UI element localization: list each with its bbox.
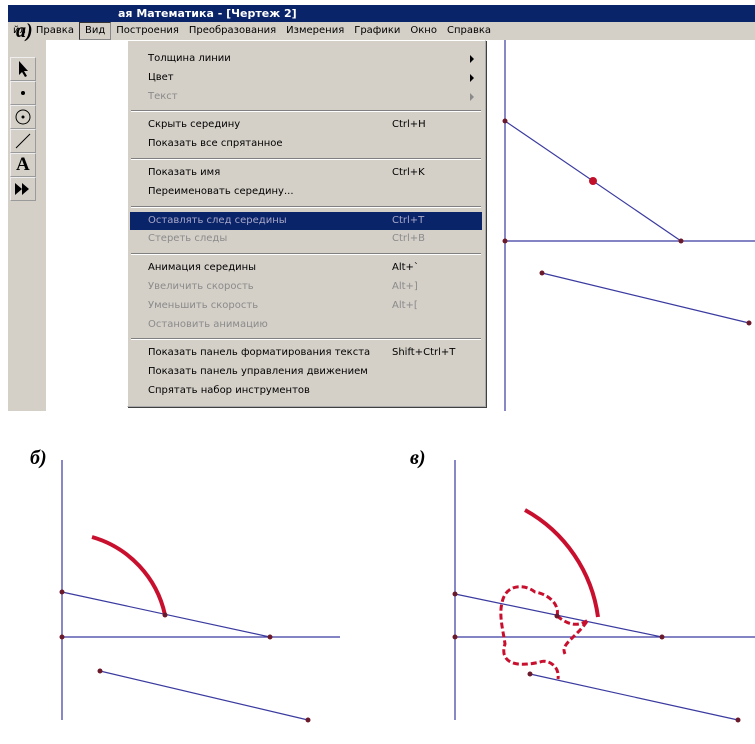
figure-label: а) xyxy=(16,20,33,43)
dropdown-item: Стереть следы Ctrl+B xyxy=(130,230,482,248)
menu-separator xyxy=(131,338,481,340)
point xyxy=(60,635,65,640)
menu-item[interactable]: Построения xyxy=(111,22,184,40)
item-label: Цвет xyxy=(148,69,174,87)
item-shortcut: Alt+[ xyxy=(392,297,418,315)
item-label: Показать панель форматирования текста xyxy=(148,344,370,362)
item-label: Уменьшить скорость xyxy=(148,297,258,315)
point xyxy=(60,590,65,595)
point xyxy=(555,614,560,619)
dropdown-item[interactable]: Скрыть середину Ctrl+H xyxy=(130,116,482,134)
custom-tool[interactable] xyxy=(10,177,36,201)
point xyxy=(453,635,458,640)
point xyxy=(453,592,458,597)
page: ая Математика - [Чертеж 2] йлПравкаВидПо… xyxy=(0,0,755,744)
menu-item[interactable]: Окно xyxy=(405,22,442,40)
dropdown-item: Текст xyxy=(130,88,482,106)
toolbar: A xyxy=(10,57,40,201)
menu-item[interactable]: Правка xyxy=(31,22,79,40)
point xyxy=(540,271,545,276)
menu-item[interactable]: Графики xyxy=(349,22,405,40)
menu-separator xyxy=(131,158,481,160)
item-label: Переименовать середину... xyxy=(148,183,294,201)
dropdown-item[interactable]: Переименовать середину... xyxy=(130,183,482,201)
item-label: Показать имя xyxy=(148,164,220,182)
dropdown-item[interactable]: Оставлять след середины Ctrl+T xyxy=(130,212,482,230)
title-bar: ая Математика - [Чертеж 2] xyxy=(8,5,755,22)
panels xyxy=(0,444,755,744)
item-shortcut: Ctrl+B xyxy=(392,230,425,248)
segment xyxy=(542,273,749,323)
midpoint xyxy=(589,177,597,185)
dropdown-item[interactable]: Показать все спрятанное xyxy=(130,135,482,153)
point xyxy=(747,321,752,326)
point xyxy=(679,239,684,244)
segment xyxy=(530,674,738,720)
dropdown-item: Остановить анимацию xyxy=(130,316,482,334)
point xyxy=(736,718,741,723)
trace-arc xyxy=(92,537,165,615)
item-label: Анимация середины xyxy=(148,259,256,277)
point-tool[interactable] xyxy=(10,81,36,105)
item-label: Стереть следы xyxy=(148,230,227,248)
item-label: Текст xyxy=(148,88,178,106)
item-shortcut: Ctrl+T xyxy=(392,212,424,230)
menu-item[interactable]: Измерения xyxy=(281,22,349,40)
dropdown-item: Уменьшить скорость Alt+[ xyxy=(130,297,482,315)
point xyxy=(306,718,311,723)
dropdown-item: Увеличить скорость Alt+] xyxy=(130,278,482,296)
dropdown-item[interactable]: Спрятать набор инструментов xyxy=(130,382,482,400)
trace-path xyxy=(501,587,588,679)
submenu-arrow xyxy=(470,93,474,101)
item-label: Толщина линии xyxy=(148,50,231,68)
item-shortcut: Alt+` xyxy=(392,259,419,277)
dropdown-item[interactable]: Толщина линии xyxy=(130,50,482,68)
menu-separator xyxy=(131,206,481,208)
item-label: Показать панель управления движением xyxy=(148,363,368,381)
point xyxy=(503,119,508,124)
point xyxy=(98,669,103,674)
item-label: Скрыть середину xyxy=(148,116,240,134)
menu-item[interactable]: Справка xyxy=(442,22,496,40)
arrow-tool[interactable] xyxy=(10,57,36,81)
text-tool-icon: A xyxy=(16,154,30,176)
dropdown-item[interactable]: Анимация середины Alt+` xyxy=(130,259,482,277)
menu-separator xyxy=(131,110,481,112)
item-label: Оставлять след середины xyxy=(148,212,287,230)
line-tool[interactable] xyxy=(10,129,36,153)
item-shortcut: Shift+Ctrl+T xyxy=(392,344,455,362)
item-label: Увеличить скорость xyxy=(148,278,254,296)
menu-separator xyxy=(131,253,481,255)
submenu-arrow xyxy=(470,55,474,63)
menu-item[interactable]: Вид xyxy=(79,22,111,40)
text-tool[interactable]: A xyxy=(10,153,36,177)
dropdown-item[interactable]: Цвет xyxy=(130,69,482,87)
point xyxy=(268,635,273,640)
item-shortcut: Alt+] xyxy=(392,278,418,296)
compass-tool[interactable] xyxy=(10,105,36,129)
point xyxy=(660,635,665,640)
item-shortcut: Ctrl+H xyxy=(392,116,426,134)
item-label: Остановить анимацию xyxy=(148,316,268,334)
menu-item[interactable]: Преобразования xyxy=(184,22,281,40)
trace-arc xyxy=(525,510,598,617)
item-label: Показать все спрятанное xyxy=(148,135,283,153)
dropdown-item[interactable]: Показать панель управления движением xyxy=(130,363,482,381)
dropdown-item[interactable]: Показать панель форматирования текста Shi… xyxy=(130,344,482,362)
dropdown-item[interactable]: Показать имя Ctrl+K xyxy=(130,164,482,182)
point xyxy=(528,672,533,677)
item-label: Спрятать набор инструментов xyxy=(148,382,310,400)
point xyxy=(503,239,508,244)
point xyxy=(163,613,168,618)
segment xyxy=(100,671,308,720)
item-shortcut: Ctrl+K xyxy=(392,164,425,182)
submenu-arrow xyxy=(470,74,474,82)
